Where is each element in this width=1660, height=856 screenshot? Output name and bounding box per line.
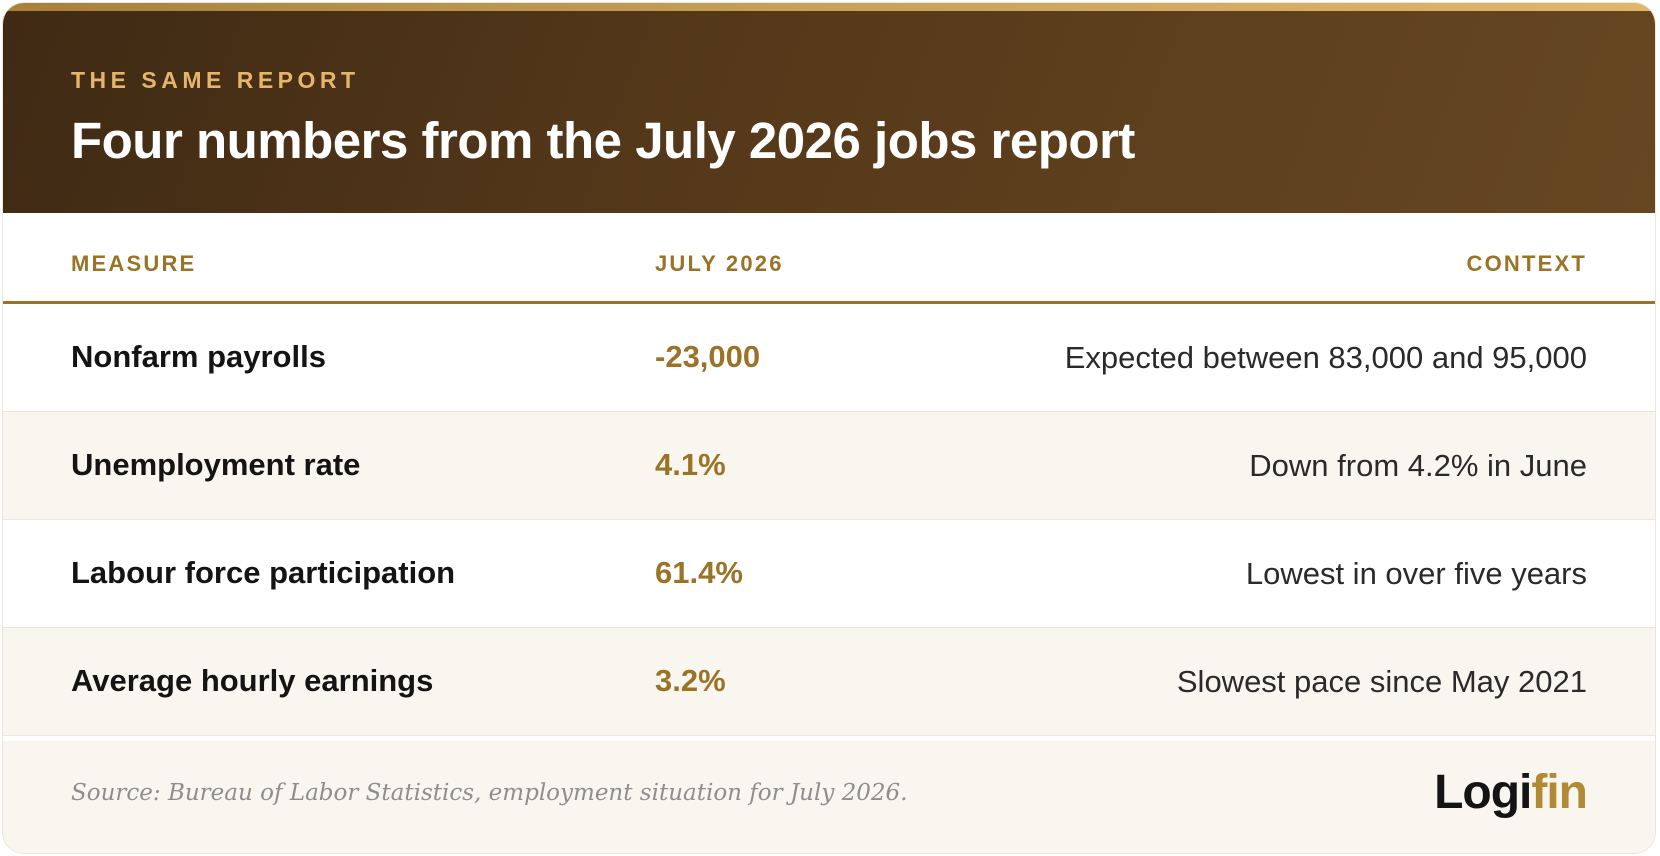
table-row: Nonfarm payrolls -23,000 Expected betwee…: [3, 304, 1655, 412]
value-cell: 3.2%: [655, 663, 726, 698]
top-accent-bar: [3, 3, 1655, 11]
context-cell: Expected between 83,000 and 95,000: [1064, 340, 1587, 375]
context-cell: Down from 4.2% in June: [1249, 448, 1587, 483]
logo-text-accent: fin: [1531, 766, 1588, 819]
table-header-row: MEASURE JULY 2026 CONTEXT: [3, 213, 1655, 304]
value-cell: 4.1%: [655, 447, 726, 482]
value-cell: -23,000: [655, 339, 761, 374]
eyebrow-label: THE SAME REPORT: [71, 67, 360, 93]
card-footer: Source: Bureau of Labor Statistics, empl…: [3, 741, 1655, 853]
measure-cell: Unemployment rate: [71, 447, 361, 482]
card-title: Four numbers from the July 2026 jobs rep…: [71, 112, 1135, 169]
measure-cell: Nonfarm payrolls: [71, 339, 326, 374]
column-header-context: CONTEXT: [1466, 251, 1587, 276]
measure-cell: Labour force participation: [71, 555, 456, 590]
card-header: THE SAME REPORT Four numbers from the Ju…: [3, 11, 1655, 213]
measure-cell: Average hourly earnings: [71, 663, 434, 698]
column-header-measure: MEASURE: [71, 251, 197, 276]
table-row: Unemployment rate 4.1% Down from 4.2% in…: [3, 412, 1655, 520]
table-row: Labour force participation 61.4% Lowest …: [3, 520, 1655, 628]
column-header-july-2026: JULY 2026: [655, 251, 784, 276]
brand-logo: Logifin: [1434, 765, 1588, 820]
value-cell: 61.4%: [655, 555, 743, 590]
context-cell: Lowest in over five years: [1245, 556, 1587, 591]
context-cell: Slowest pace since May 2021: [1176, 664, 1587, 699]
source-note: Source: Bureau of Labor Statistics, empl…: [71, 780, 908, 806]
logo-text-primary: Logi: [1434, 766, 1532, 819]
table-row: Average hourly earnings 3.2% Slowest pac…: [3, 628, 1655, 736]
